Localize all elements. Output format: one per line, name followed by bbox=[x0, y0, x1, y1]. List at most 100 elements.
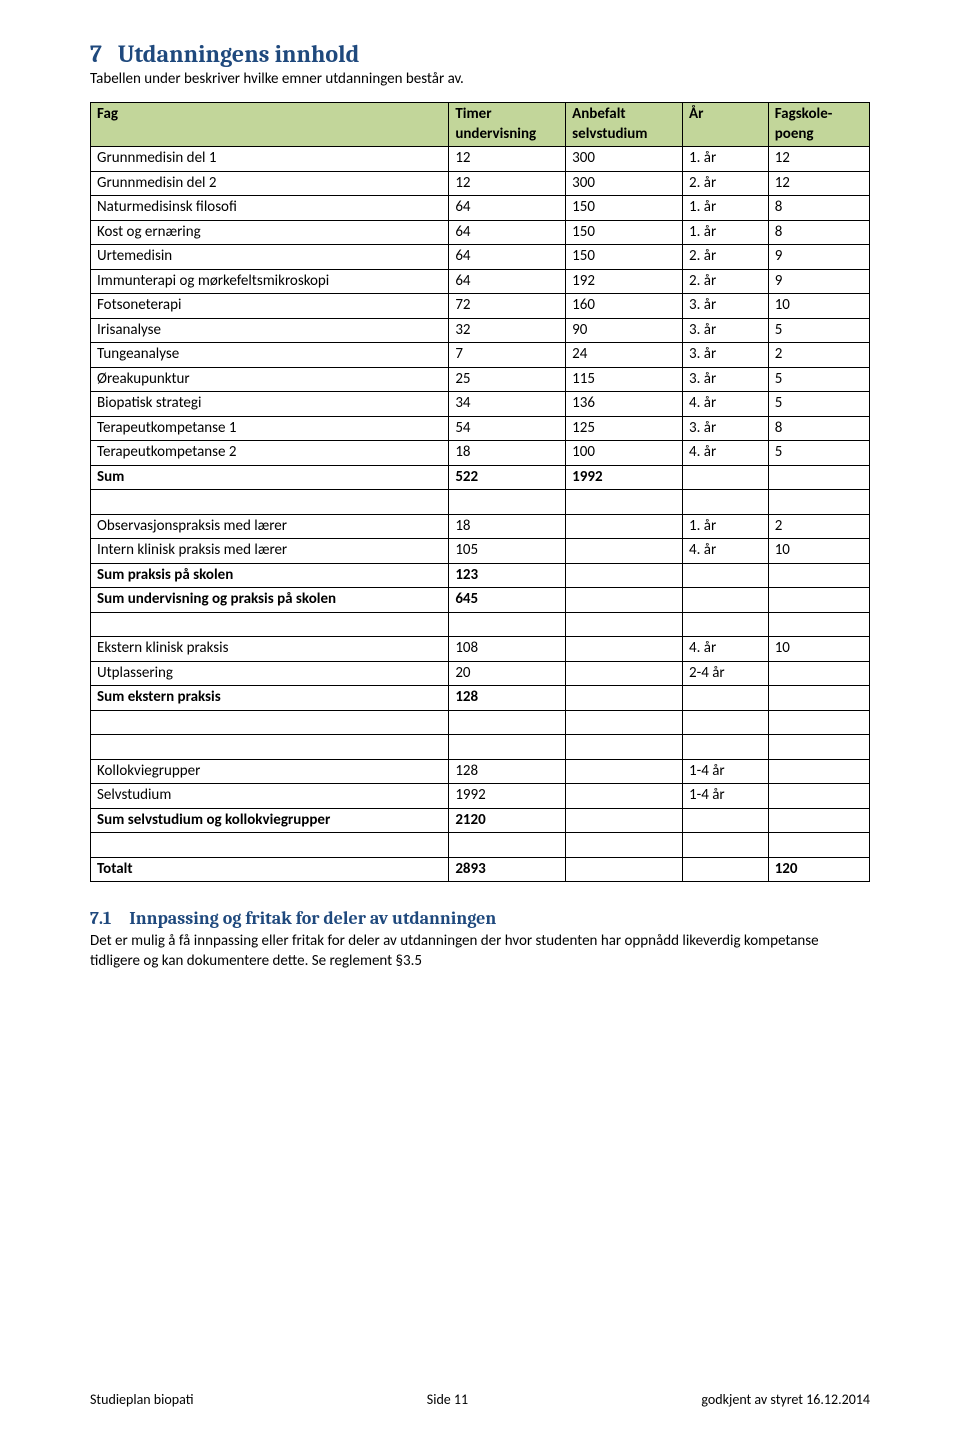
table-row-blank bbox=[91, 612, 870, 637]
table-cell: Sum selvstudium og kollokviegrupper bbox=[91, 808, 449, 833]
table-cell: 1992 bbox=[449, 784, 566, 809]
table-cell-empty bbox=[566, 612, 683, 637]
table-cell: 105 bbox=[449, 539, 566, 564]
table-row: Kollokviegrupper1281-4 år bbox=[91, 759, 870, 784]
table-cell-empty bbox=[91, 833, 449, 858]
table-cell: 150 bbox=[566, 245, 683, 270]
table-cell: Grunnmedisin del 2 bbox=[91, 171, 449, 196]
subsection-title: Innpassing og fritak for deler av utdann… bbox=[129, 908, 496, 929]
table-cell: 18 bbox=[449, 514, 566, 539]
table-cell-empty bbox=[768, 735, 869, 760]
table-row: Biopatisk strategi341364. år5 bbox=[91, 392, 870, 417]
table-cell: 2120 bbox=[449, 808, 566, 833]
table-cell: 4. år bbox=[683, 637, 769, 662]
table-cell-empty bbox=[768, 490, 869, 515]
table-cell: 645 bbox=[449, 588, 566, 613]
table-cell: 25 bbox=[449, 367, 566, 392]
table-cell: 125 bbox=[566, 416, 683, 441]
table-cell: 8 bbox=[768, 196, 869, 221]
table-cell: 9 bbox=[768, 269, 869, 294]
table-cell: Sum ekstern praksis bbox=[91, 686, 449, 711]
table-cell: Urtemedisin bbox=[91, 245, 449, 270]
table-cell: Sum bbox=[91, 465, 449, 490]
table-row: Kost og ernæring641501. år8 bbox=[91, 220, 870, 245]
table-cell: Sum praksis på skolen bbox=[91, 563, 449, 588]
table-cell: Irisanalyse bbox=[91, 318, 449, 343]
table-row-blank bbox=[91, 735, 870, 760]
table-cell bbox=[683, 857, 769, 882]
table-cell: 1. år bbox=[683, 147, 769, 172]
table-cell bbox=[566, 563, 683, 588]
table-cell bbox=[566, 759, 683, 784]
table-cell: Observasjonspraksis med lærer bbox=[91, 514, 449, 539]
table-cell-empty bbox=[91, 612, 449, 637]
table-cell: 3. år bbox=[683, 367, 769, 392]
table-cell bbox=[566, 661, 683, 686]
table-cell-empty bbox=[449, 735, 566, 760]
table-cell: 24 bbox=[566, 343, 683, 368]
table-cell: Terapeutkompetanse 2 bbox=[91, 441, 449, 466]
table-cell-empty bbox=[91, 735, 449, 760]
table-row: Øreakupunktur251153. år5 bbox=[91, 367, 870, 392]
table-cell: 2. år bbox=[683, 171, 769, 196]
table-cell-empty bbox=[449, 710, 566, 735]
table-cell: 4. år bbox=[683, 392, 769, 417]
table-cell-empty bbox=[683, 612, 769, 637]
table-row-blank bbox=[91, 490, 870, 515]
table-cell: 8 bbox=[768, 416, 869, 441]
table-row: Sum praksis på skolen123 bbox=[91, 563, 870, 588]
table-cell: 5 bbox=[768, 367, 869, 392]
table-cell: 3. år bbox=[683, 416, 769, 441]
table-row: Intern klinisk praksis med lærer1054. år… bbox=[91, 539, 870, 564]
table-cell bbox=[683, 588, 769, 613]
table-cell: Kollokviegrupper bbox=[91, 759, 449, 784]
table-cell bbox=[566, 539, 683, 564]
table-header-row: Fag Timer undervisning Anbefalt selvstud… bbox=[91, 103, 870, 147]
table-cell: 72 bbox=[449, 294, 566, 319]
table-cell: 4. år bbox=[683, 539, 769, 564]
table-cell-empty bbox=[683, 710, 769, 735]
table-cell-empty bbox=[768, 833, 869, 858]
table-cell: 34 bbox=[449, 392, 566, 417]
table-cell: 10 bbox=[768, 539, 869, 564]
table-cell: 1992 bbox=[566, 465, 683, 490]
table-cell: Ekstern klinisk praksis bbox=[91, 637, 449, 662]
table-cell: 12 bbox=[768, 171, 869, 196]
table-cell-empty bbox=[566, 833, 683, 858]
table-cell bbox=[683, 808, 769, 833]
table-cell bbox=[566, 588, 683, 613]
table-cell bbox=[683, 465, 769, 490]
table-cell: Utplassering bbox=[91, 661, 449, 686]
table-cell: Biopatisk strategi bbox=[91, 392, 449, 417]
table-cell: 522 bbox=[449, 465, 566, 490]
table-cell: 12 bbox=[449, 171, 566, 196]
table-cell bbox=[768, 465, 869, 490]
table-cell bbox=[768, 759, 869, 784]
col-anbefalt: Anbefalt selvstudium bbox=[566, 103, 683, 147]
table-row: Sum selvstudium og kollokviegrupper2120 bbox=[91, 808, 870, 833]
table-cell-empty bbox=[566, 710, 683, 735]
table-cell: 123 bbox=[449, 563, 566, 588]
table-cell bbox=[683, 686, 769, 711]
footer-left: Studieplan biopati bbox=[90, 1391, 194, 1408]
table-cell bbox=[768, 784, 869, 809]
col-ar: År bbox=[683, 103, 769, 147]
table-cell: 115 bbox=[566, 367, 683, 392]
table-cell: 10 bbox=[768, 637, 869, 662]
table-row: Naturmedisinsk filosofi641501. år8 bbox=[91, 196, 870, 221]
section-heading: 7 Utdanningens innhold bbox=[90, 40, 870, 68]
table-cell bbox=[768, 808, 869, 833]
page-footer: Studieplan biopati Side 11 godkjent av s… bbox=[90, 1391, 870, 1408]
table-cell bbox=[566, 637, 683, 662]
table-cell: 2. år bbox=[683, 245, 769, 270]
heading-number: 7 bbox=[90, 40, 102, 68]
table-cell bbox=[566, 514, 683, 539]
table-cell: 150 bbox=[566, 220, 683, 245]
table-cell: 150 bbox=[566, 196, 683, 221]
table-cell: 136 bbox=[566, 392, 683, 417]
col-timer: Timer undervisning bbox=[449, 103, 566, 147]
table-cell: Sum undervisning og praksis på skolen bbox=[91, 588, 449, 613]
table-row: Sum ekstern praksis128 bbox=[91, 686, 870, 711]
table-cell bbox=[566, 857, 683, 882]
table-cell: 64 bbox=[449, 269, 566, 294]
